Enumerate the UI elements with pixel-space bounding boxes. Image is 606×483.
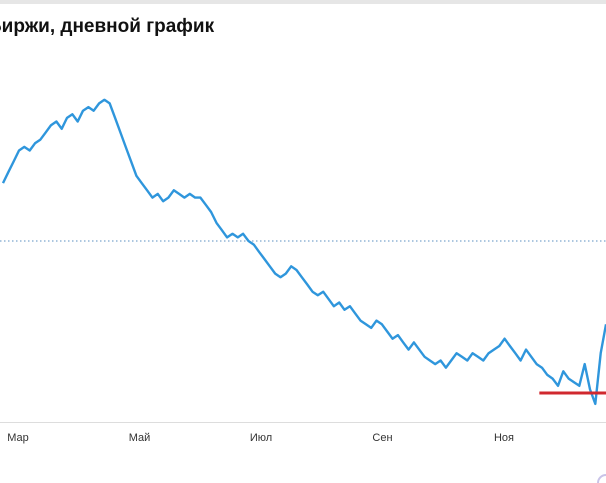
x-axis-ticks: Мар Май Июл Сен Ноя	[7, 432, 514, 444]
x-tick-label: Мар	[7, 432, 29, 444]
series-line	[1, 98, 606, 406]
top-border	[0, 0, 606, 4]
chart-title: Биржи, дневной график	[0, 16, 215, 37]
x-tick-label: Сен	[372, 432, 392, 444]
x-tick-label: Май	[129, 432, 151, 444]
corner-badge-icon	[597, 474, 606, 483]
x-tick-label: Июл	[250, 432, 272, 444]
x-tick-label: Ноя	[494, 432, 514, 444]
